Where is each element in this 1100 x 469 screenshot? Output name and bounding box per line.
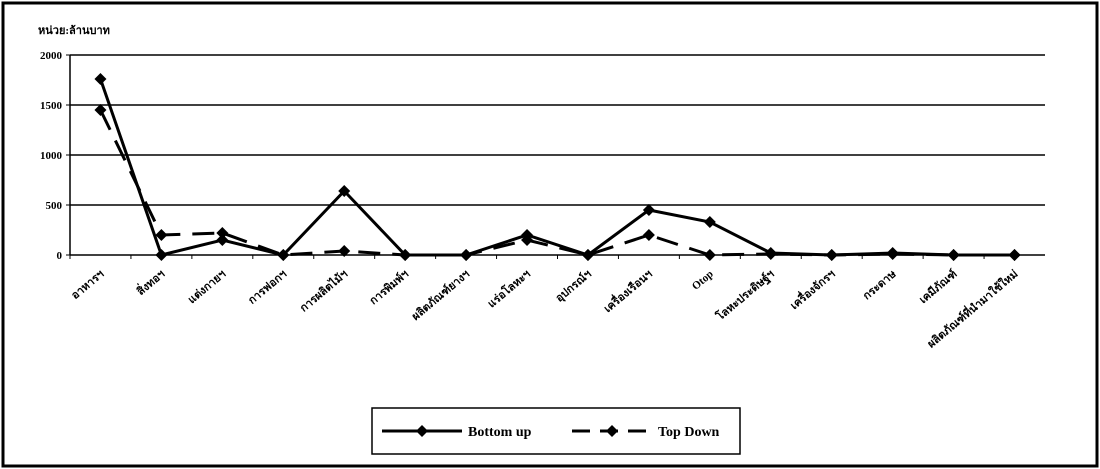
marker (521, 234, 534, 246)
marker (642, 204, 655, 216)
marker (825, 249, 838, 261)
marker (399, 249, 412, 261)
marker (155, 229, 168, 241)
marker (338, 245, 351, 257)
marker (94, 73, 107, 85)
y-tick-label: 2000 (40, 50, 63, 62)
marker (460, 249, 473, 261)
legend-label: Top Down (658, 425, 720, 440)
marker (216, 227, 229, 239)
legend-marker (416, 425, 428, 437)
marker (642, 229, 655, 241)
marker (155, 249, 168, 261)
marker (277, 249, 290, 261)
marker (1008, 249, 1021, 261)
marker (703, 216, 716, 228)
y-tick-label: 0 (57, 250, 63, 262)
y-tick-label: 1000 (40, 150, 63, 162)
marker (764, 248, 777, 260)
marker (581, 249, 594, 261)
series-line (99, 109, 1015, 257)
y-tick-label: 1500 (40, 100, 63, 112)
y-axis-label: หน่วย:ล้านบาท (38, 24, 110, 37)
marker (338, 185, 351, 197)
legend-marker (606, 425, 618, 437)
y-tick-label: 500 (46, 200, 63, 212)
legend-label: Bottom up (468, 425, 532, 440)
marker (94, 104, 107, 116)
marker (216, 234, 229, 246)
marker (703, 249, 716, 261)
marker (886, 248, 899, 260)
marker (947, 249, 960, 261)
